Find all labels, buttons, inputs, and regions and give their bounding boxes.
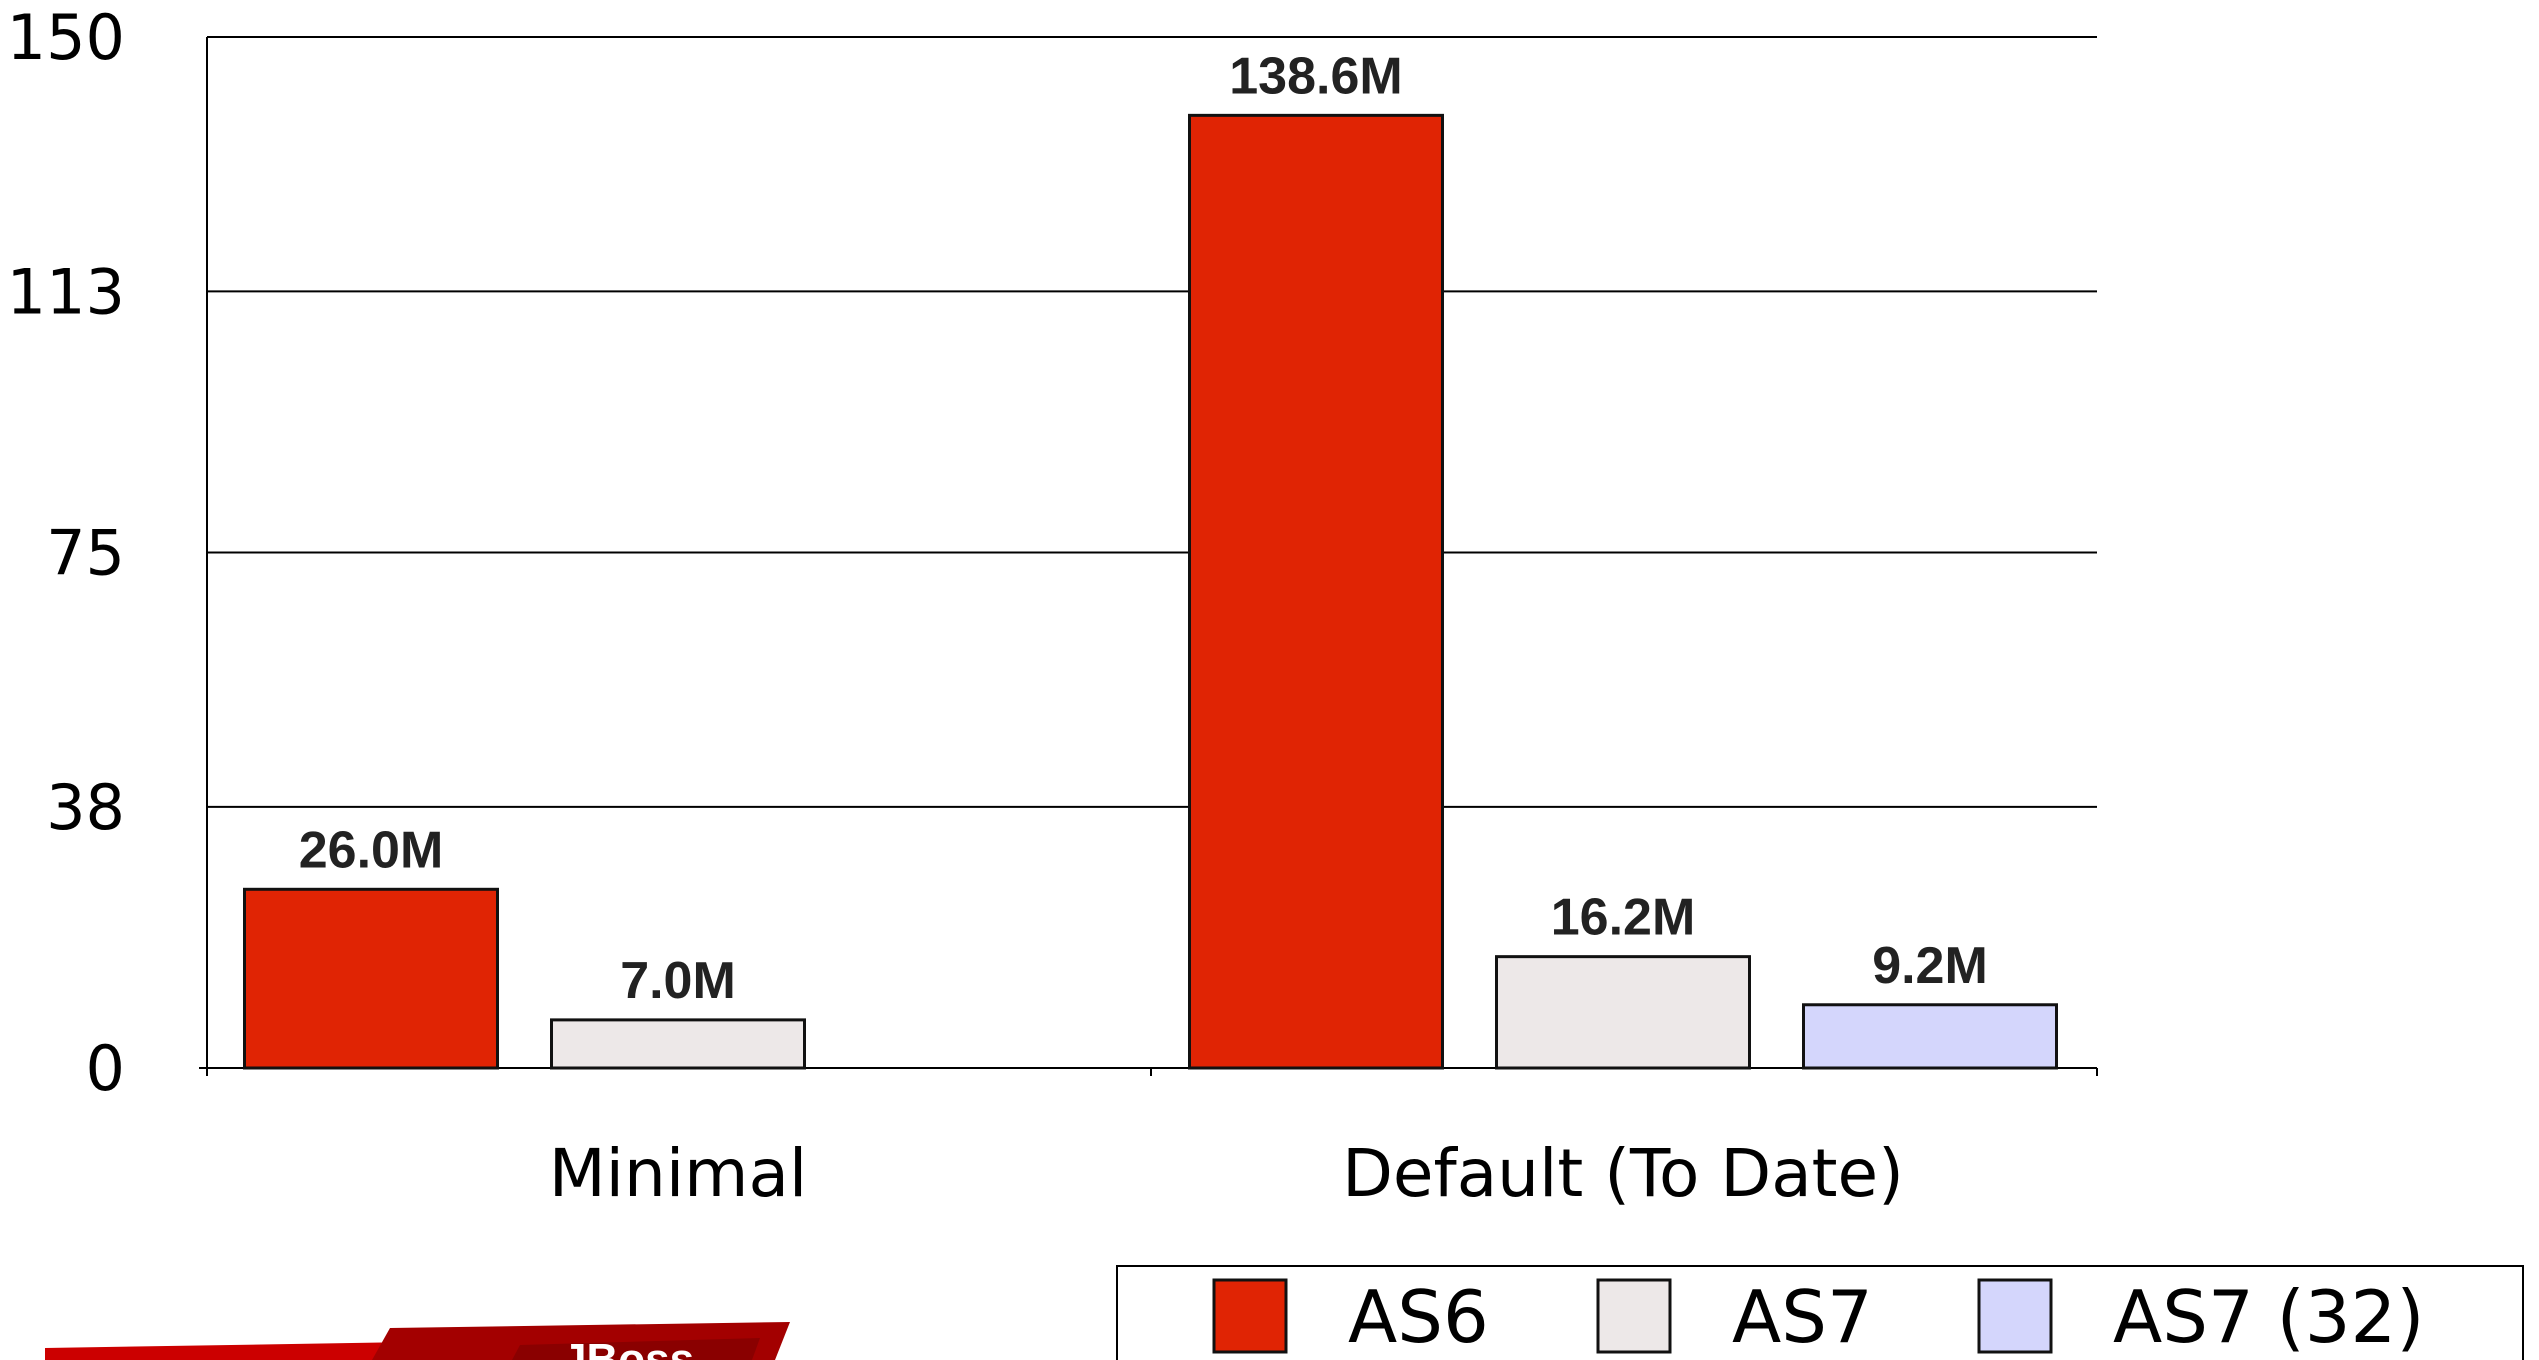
y-tick-label: 150 — [7, 1, 125, 74]
gridlines — [207, 36, 2097, 808]
legend-swatch — [1596, 1278, 1672, 1354]
y-tick-label: 38 — [46, 771, 125, 844]
y-tick-label: 113 — [7, 255, 125, 328]
x-category-label: Default (To Date) — [1342, 1135, 1904, 1212]
jboss-logo: JBoss — [45, 1322, 790, 1360]
bar — [243, 887, 499, 1070]
data-label: 9.2M — [1872, 937, 1988, 995]
legend-label: AS7 (32) — [2113, 1275, 2424, 1359]
y-tick-label: 0 — [86, 1032, 125, 1105]
data-label: 7.0M — [620, 952, 736, 1010]
bars — [243, 113, 2058, 1070]
bar — [1495, 955, 1751, 1070]
bar — [550, 1018, 806, 1070]
bar — [1802, 1003, 2058, 1070]
x-category-label: Minimal — [549, 1135, 808, 1212]
legend-swatch — [1212, 1278, 1288, 1354]
logo-text: JBoss — [562, 1335, 694, 1360]
legend-label: AS6 — [1348, 1275, 1489, 1359]
logo-banner-shadow — [512, 1338, 760, 1360]
bar — [1188, 113, 1444, 1070]
legend-swatch — [1977, 1278, 2053, 1354]
legend-box — [1116, 1265, 2524, 1360]
axes: 0 38 75 113 150 Minimal Default (To Date) — [7, 1, 2098, 1212]
data-labels: 26.0M 138.6M 7.0M 16.2M 9.2M — [299, 47, 1988, 1010]
data-label: 138.6M — [1229, 47, 1402, 105]
y-tick-label: 75 — [46, 517, 125, 590]
legend-label: AS7 — [1732, 1275, 1873, 1359]
data-label: 26.0M — [299, 821, 444, 879]
legend: AS6 AS7 AS7 (32) — [1116, 1265, 2524, 1360]
data-label: 16.2M — [1551, 889, 1696, 947]
